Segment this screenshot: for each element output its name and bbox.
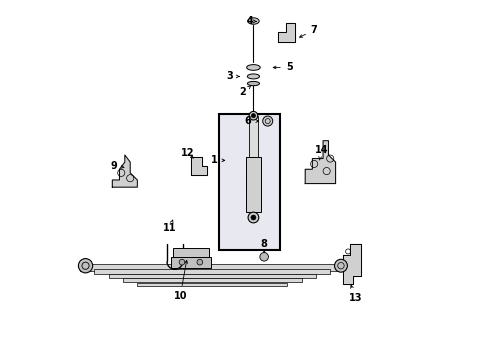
Text: 3: 3 [226,71,239,81]
Text: 11: 11 [163,220,176,233]
Polygon shape [305,141,335,184]
Ellipse shape [247,18,259,24]
Bar [108,274,315,278]
Text: 4: 4 [246,17,256,26]
Ellipse shape [247,74,259,79]
Text: 8: 8 [260,239,267,252]
Polygon shape [190,157,206,175]
Circle shape [78,258,93,273]
Circle shape [334,259,346,272]
Bar [245,157,261,212]
Bar [137,283,287,286]
Circle shape [262,116,272,126]
Text: 9: 9 [110,161,123,171]
Bar [123,278,301,282]
Text: 5: 5 [273,63,292,72]
Circle shape [197,259,203,265]
Bar [248,116,257,157]
Circle shape [179,259,184,265]
Circle shape [259,252,268,261]
Text: 2: 2 [239,86,250,98]
Polygon shape [112,155,137,187]
Ellipse shape [246,64,260,70]
Circle shape [250,215,255,220]
Text: 6: 6 [244,116,258,126]
Bar [173,248,208,257]
Bar [219,114,280,249]
Ellipse shape [247,81,259,86]
Text: 7: 7 [299,25,317,37]
Bar [80,264,344,271]
Circle shape [247,212,258,223]
Text: 14: 14 [314,145,327,160]
Text: 10: 10 [173,260,187,301]
Circle shape [248,111,257,120]
Text: 12: 12 [180,148,194,158]
Polygon shape [278,23,294,42]
Bar [171,257,210,267]
Text: 13: 13 [348,285,361,303]
Text: 1: 1 [210,156,224,165]
Polygon shape [342,244,360,284]
Circle shape [251,113,255,118]
Bar [94,269,329,274]
